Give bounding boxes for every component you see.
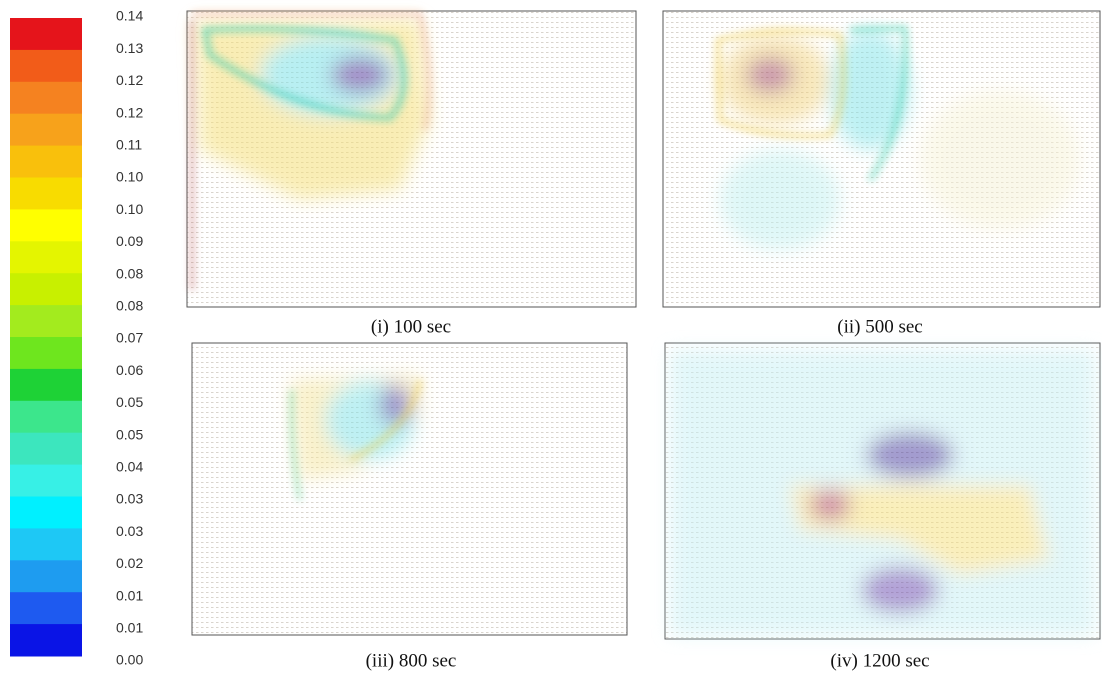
flow-field — [290, 375, 420, 480]
colorbar-label: 0.10 — [116, 169, 143, 185]
color-band — [10, 177, 82, 210]
colorbar-label: 0.03 — [116, 523, 143, 539]
color-band — [10, 624, 82, 657]
flow-edges — [190, 12, 431, 290]
flow-field — [195, 20, 430, 200]
color-band — [10, 305, 82, 338]
colorbar-label: 0.12 — [116, 104, 143, 120]
color-band — [10, 337, 82, 370]
color-band — [10, 273, 82, 306]
colorbar-label: 0.00 — [116, 652, 143, 668]
colorbar-label: 0.05 — [116, 426, 143, 442]
color-band — [10, 49, 82, 83]
vector-panel: (iv) 1200 sec — [664, 342, 1101, 671]
colorbar-label: 0.13 — [116, 40, 143, 56]
colorbar-label: 0.14 — [116, 8, 143, 24]
colorbar-label: 0.11 — [116, 137, 142, 153]
colorbar-label: 0.02 — [116, 555, 143, 571]
color-band — [10, 81, 82, 115]
colorbar-label: 0.10 — [116, 201, 143, 217]
vector-panel: (i) 100 sec — [186, 10, 637, 337]
colorbar-label: 0.03 — [116, 491, 143, 507]
vector-panel: (ii) 500 sec — [662, 10, 1101, 337]
color-band — [10, 113, 82, 147]
flow-edges — [290, 379, 422, 501]
color-band — [10, 592, 82, 625]
colorbar-label: 0.07 — [116, 330, 143, 346]
colorbar-label: 0.05 — [116, 394, 143, 410]
panel-caption: (iii) 800 sec — [366, 650, 457, 671]
color-band — [10, 145, 82, 178]
color-band — [10, 560, 82, 593]
color-band — [10, 528, 82, 561]
colorbar-label: 0.06 — [116, 362, 143, 378]
flow-edges — [715, 25, 908, 182]
color-band — [10, 464, 82, 497]
flow-field — [720, 30, 1080, 250]
colorbar-label: 0.01 — [116, 620, 143, 636]
color-band — [10, 368, 82, 402]
color-band — [10, 18, 82, 51]
panel-caption: (i) 100 sec — [371, 316, 451, 337]
colorbar-label: 0.12 — [116, 72, 143, 88]
panel-caption: (iv) 1200 sec — [830, 650, 929, 671]
colorbar-label: 0.09 — [116, 233, 143, 249]
color-band — [10, 400, 82, 434]
color-band — [10, 496, 82, 529]
panel-caption: (ii) 500 sec — [837, 316, 922, 337]
colorbar: 0.14 0.13 0.12 0.12 0.11 0.10 0.10 0.09 0.08 0.08… — [10, 8, 143, 668]
color-band — [10, 432, 82, 466]
color-band — [10, 241, 82, 274]
colorbar-label: 0.08 — [116, 265, 143, 281]
colorbar-label: 0.08 — [116, 298, 143, 314]
color-band — [10, 209, 82, 242]
colorbar-label: 0.04 — [116, 459, 143, 475]
vector-panel: (iii) 800 sec — [191, 342, 628, 671]
colorbar-label: 0.01 — [116, 587, 143, 603]
flow-field — [670, 350, 1095, 635]
